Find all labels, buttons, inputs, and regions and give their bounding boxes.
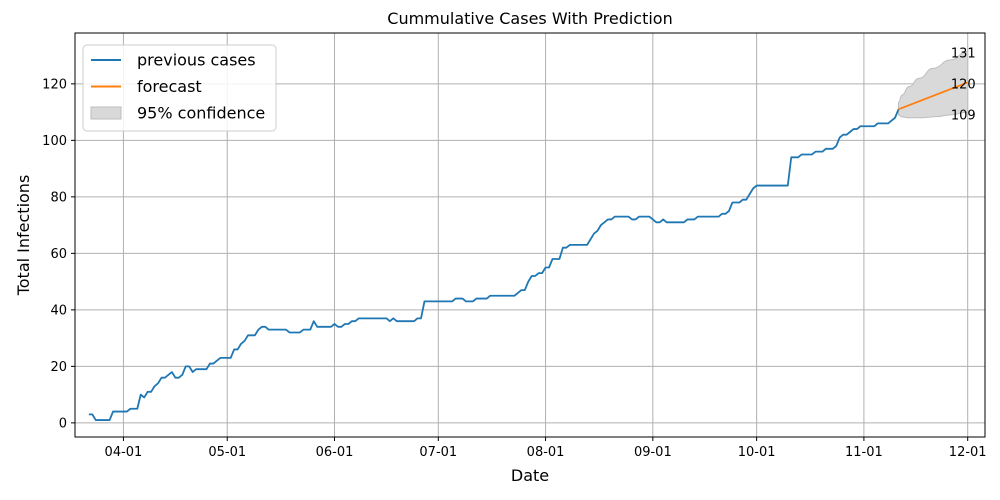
y-tick-label: 120 (42, 77, 67, 92)
x-tick-label: 12-01 (949, 445, 987, 460)
x-tick-label: 05-01 (208, 445, 246, 460)
confidence-band (897, 50, 969, 119)
y-tick-label: 80 (50, 190, 67, 205)
legend-label: 95% confidence (137, 104, 265, 123)
x-tick-label: 07-01 (419, 445, 457, 460)
x-tick-label: 09-01 (634, 445, 672, 460)
x-axis-label: Date (511, 466, 549, 485)
legend-swatch-band (90, 106, 122, 120)
annotation-layer: 131 120 109 (951, 46, 976, 123)
series-line-previous-cases (88, 108, 900, 421)
y-tick-label: 0 (59, 416, 67, 431)
annotation-label: 131 (951, 46, 976, 61)
confidence-band-layer (897, 50, 969, 119)
y-tick-label: 20 (50, 360, 67, 375)
legend-label: previous cases (137, 51, 256, 70)
plot-area-frame (74, 32, 986, 438)
x-tick-label: 04-01 (105, 445, 143, 460)
annotation-label: 120 (951, 77, 976, 92)
legend-label: forecast (137, 77, 202, 96)
y-tick-label: 60 (50, 247, 67, 262)
y-tick-label: 40 (50, 303, 67, 318)
legend-box (82, 44, 277, 132)
chart-title: Cummulative Cases With Prediction (387, 9, 672, 28)
series-line-forecast (898, 81, 969, 111)
y-tick-label: 100 (42, 134, 67, 149)
series-layer (88, 81, 969, 421)
y-axis-label: Total Infections (14, 175, 33, 297)
annotation-label: 109 (951, 108, 976, 123)
axis-ticks: 04-01 05-01 06-01 07-01 08-01 09-01 10-01 11-01… (42, 77, 986, 460)
legend: previous cases forecast 95% confidence (82, 44, 277, 132)
x-tick-label: 06-01 (316, 445, 354, 460)
x-tick-label: 10-01 (738, 445, 776, 460)
x-tick-label: 08-01 (527, 445, 565, 460)
x-tick-label: 11-01 (845, 445, 883, 460)
